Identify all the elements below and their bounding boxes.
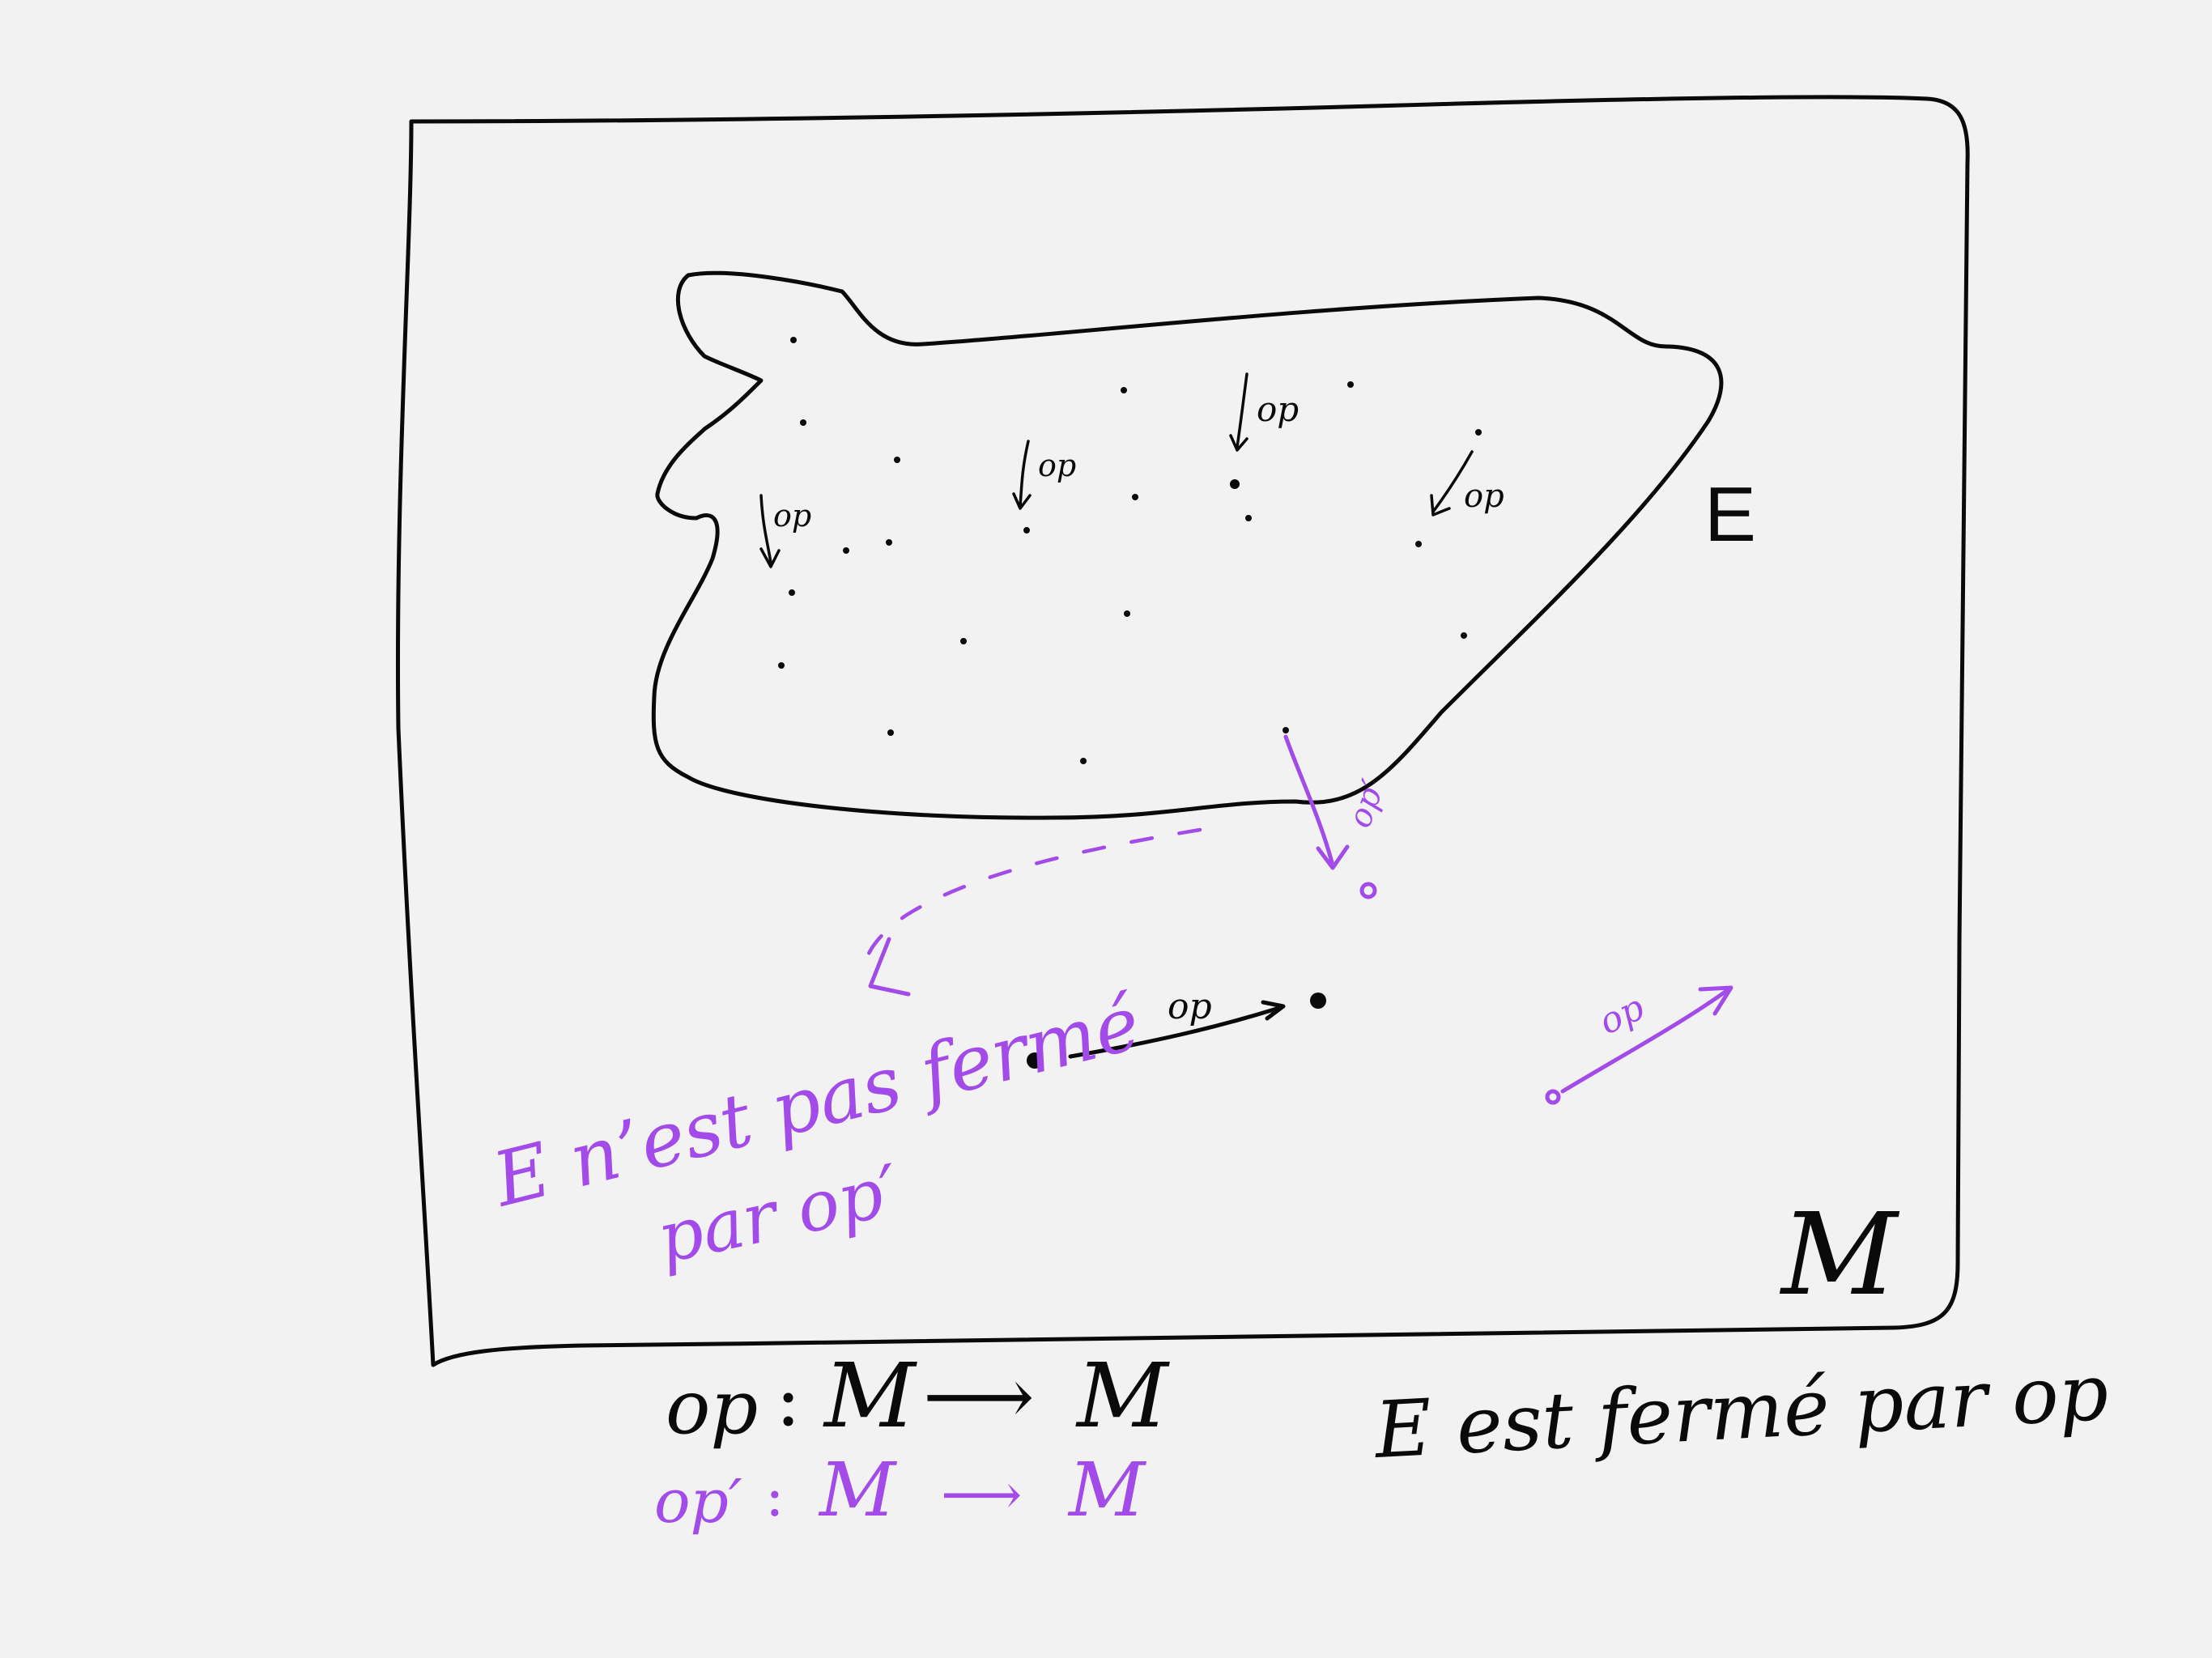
op-below-label: op	[1168, 986, 1212, 1027]
element-dot	[1245, 515, 1252, 521]
element-dot	[1124, 610, 1130, 617]
op-label: op	[1257, 389, 1299, 429]
op-right-label: op	[1593, 987, 1650, 1043]
element-dot	[886, 539, 892, 546]
element-dot	[1415, 541, 1422, 547]
element-dot	[778, 662, 785, 669]
target-point-dot	[1310, 993, 1326, 1009]
op-definition-name: op	[666, 1364, 758, 1451]
universe-m-boundary	[395, 95, 1970, 1367]
element-dot	[800, 419, 806, 426]
element-dot	[1461, 632, 1467, 639]
op-prime-definition-arrow: ⟶	[941, 1461, 1022, 1528]
element-dot	[894, 457, 900, 463]
op-prime-definition-colon: :	[765, 1463, 785, 1529]
element-dot	[1283, 727, 1289, 733]
op-arrow	[1229, 372, 1249, 452]
image-outside-e-dot	[1359, 882, 1377, 899]
op-definition-arrow: ⟶	[923, 1351, 1035, 1442]
universe-m-label: M	[1779, 1189, 1900, 1321]
source-point-dot	[1027, 1052, 1043, 1069]
op-label: op	[773, 498, 811, 534]
element-dot	[960, 638, 967, 644]
op-arrow-below-e	[1068, 1000, 1286, 1059]
element-dot	[1132, 494, 1138, 500]
op-prime-definition-domain: M	[818, 1447, 898, 1533]
op-labels-inside-e: op op op op	[773, 389, 1504, 534]
set-e-boundary	[651, 270, 1724, 820]
op-prime-definition: op′ : M ⟶ M	[654, 1447, 1147, 1537]
element-dot	[843, 547, 849, 554]
op-arrow	[1430, 450, 1474, 517]
element-dot	[1023, 527, 1030, 534]
op-arrow	[759, 494, 781, 568]
op-prime-arrow	[1283, 734, 1350, 870]
op-definition-codomain: M	[1075, 1344, 1170, 1448]
op-prime-definition-codomain: M	[1067, 1447, 1147, 1533]
set-e-label: E	[1704, 471, 1756, 558]
element-dot	[887, 729, 894, 736]
op-definition: op : M ⟶ M	[666, 1344, 1170, 1451]
element-dot	[1121, 387, 1127, 393]
op-arrow-right	[1560, 985, 1733, 1094]
op-label: op	[1038, 448, 1076, 483]
element-dot	[790, 337, 797, 343]
op-prime-label: op′	[1341, 775, 1392, 832]
op-prime-definition-name: op′	[654, 1467, 742, 1537]
element-dot	[789, 589, 795, 596]
element-dot	[1080, 758, 1087, 764]
dashed-callout-arrowhead	[868, 937, 911, 997]
op-arrow	[1012, 440, 1032, 510]
op-definition-colon: :	[776, 1356, 801, 1443]
element-dot	[1347, 381, 1354, 388]
element-dot	[1230, 479, 1240, 489]
closed-statement: E est fermé par op	[1371, 1347, 2110, 1476]
set-e-elements	[778, 337, 1482, 764]
dashed-callout-curve	[864, 827, 1202, 962]
op-label: op	[1464, 478, 1504, 515]
op-definition-domain: M	[823, 1344, 917, 1448]
element-dot	[1475, 429, 1482, 436]
op-arrows-inside-e	[759, 372, 1474, 568]
violet-source-dot	[1545, 1089, 1561, 1105]
